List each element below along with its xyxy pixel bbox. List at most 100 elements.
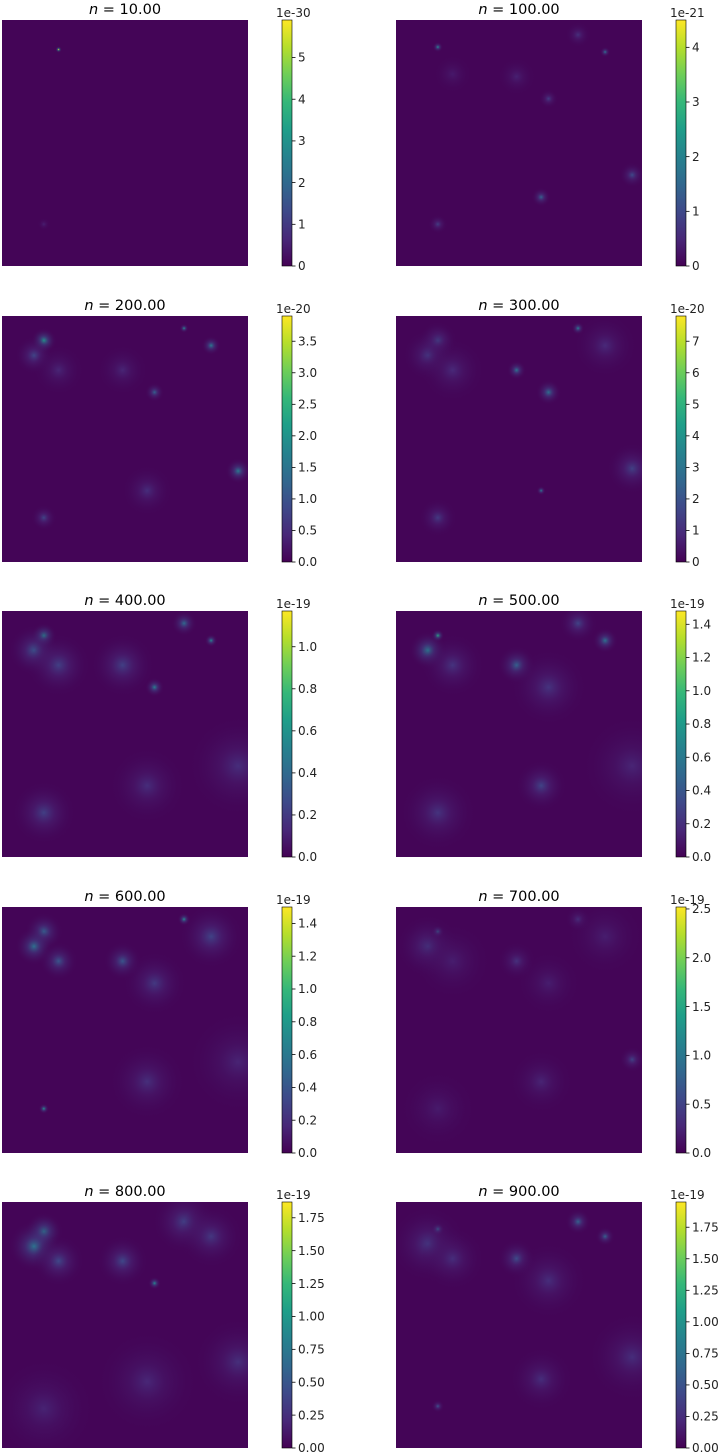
heatmap-spot [506, 360, 527, 380]
colorbar-tick-label: 1.2 [692, 651, 711, 665]
colorbar-tick-label: 0.0 [298, 850, 317, 864]
heatmap-spot [108, 747, 186, 825]
title-equals: = [98, 2, 119, 18]
colorbar-tick-label: 1 [692, 524, 700, 538]
colorbar-tick-label: 0.6 [298, 724, 317, 738]
heatmap-spot [193, 1317, 248, 1407]
colorbar-tick-label: 0.5 [298, 524, 317, 538]
heatmap-spot [39, 941, 78, 981]
heatmap-spot [96, 1235, 149, 1287]
heatmap-spots [402, 316, 642, 537]
colorbar-tick-label: 1.0 [692, 1049, 711, 1063]
heatmap-spot [592, 627, 618, 654]
subplot-title: n = 100.00 [478, 2, 559, 18]
title-variable: n [478, 1184, 487, 1200]
heatmap-spot [565, 21, 591, 48]
colorbar [675, 1201, 687, 1449]
heatmap-spot [418, 498, 458, 537]
title-value: 700.00 [509, 889, 560, 905]
subplot-title: n = 800.00 [84, 1184, 165, 1200]
colorbar-exponent: 1e-19 [670, 597, 705, 611]
colorbar-tick-label: 4 [692, 429, 700, 443]
subplot-5: n = 500.00 1e-19 0.0 0.2 0.4 0.6 0.8 1.0 1.2 1.4 [396, 593, 711, 864]
heatmap-spot [599, 46, 611, 58]
title-value: 100.00 [509, 2, 560, 18]
heatmap-spot [108, 1043, 186, 1121]
colorbar-exponent: 1e-19 [670, 893, 705, 907]
title-value: 200.00 [115, 298, 166, 314]
colorbar-tick-label: 0.25 [298, 1408, 325, 1422]
heatmap-background [2, 20, 248, 266]
heatmap-spots [8, 611, 248, 845]
heatmap-spots [37, 46, 62, 231]
colorbar-tick-label: 2 [298, 176, 306, 190]
heatmap-spot [26, 633, 91, 698]
colorbar-tick-label: 6 [692, 366, 700, 380]
colorbar-tick-label: 5 [692, 398, 700, 412]
heatmap-spot [510, 648, 587, 726]
colorbar [675, 315, 687, 563]
title-equals: = [94, 298, 115, 314]
colorbar [281, 610, 293, 858]
subplot-title: n = 200.00 [84, 298, 165, 314]
heatmap-spot [431, 1399, 445, 1413]
title-variable: n [84, 889, 93, 905]
colorbar [281, 315, 293, 563]
colorbar-exponent: 1e-20 [670, 302, 705, 316]
heatmap-spot [171, 611, 197, 637]
subplot-7: n = 700.00 1e-19 0.0 0.5 1.0 1.5 2.0 2.5 [396, 889, 711, 1160]
heatmap-spot [510, 1242, 587, 1320]
heatmap-spot [573, 316, 638, 378]
colorbar-tick-label: 1.0 [298, 982, 317, 996]
colorbar-tick-label: 1.75 [298, 1211, 325, 1225]
heatmap-spots [14, 907, 248, 1121]
colorbar-exponent: 1e-19 [276, 1188, 311, 1202]
colorbar-tick-label: 0.25 [692, 1410, 719, 1424]
heatmap-spot [179, 907, 244, 969]
heatmap-spot [37, 217, 51, 231]
subplot-2: n = 200.00 1e-20 0.0 0.5 1.0 1.5 2.0 2.5 3.0 3.5 [2, 298, 317, 569]
heatmap-spots [2, 1202, 248, 1448]
title-variable: n [478, 593, 487, 609]
subplot-title: n = 300.00 [478, 298, 559, 314]
heatmap-spot [144, 382, 165, 402]
subplot-title: n = 500.00 [478, 593, 559, 609]
colorbar-tick-label: 2.0 [298, 429, 317, 443]
heatmap-spot [414, 922, 491, 1000]
title-value: 600.00 [115, 889, 166, 905]
colorbar-tick-label: 1.50 [692, 1252, 719, 1266]
colorbar-exponent: 1e-21 [670, 6, 705, 20]
heatmap-spot [144, 677, 165, 697]
subplot-1: n = 100.00 1e-21 0 1 2 3 4 [396, 2, 705, 273]
heatmap-spot [187, 1010, 248, 1114]
title-variable: n [84, 1184, 93, 1200]
colorbar-tick-label: 3.0 [298, 366, 317, 380]
colorbar-exponent: 1e-19 [670, 1188, 705, 1202]
colorbar [675, 19, 687, 267]
heatmap-spot [428, 214, 448, 234]
heatmap-spots [14, 323, 248, 531]
colorbar-tick-label: 0.8 [692, 717, 711, 731]
colorbar-tick-label: 0.50 [298, 1375, 325, 1389]
colorbar-tick-label: 0.8 [298, 682, 317, 696]
heatmap-spot [2, 1357, 95, 1448]
heatmap-spot [179, 323, 189, 333]
colorbar-tick-label: 1.0 [298, 640, 317, 654]
colorbar-tick-label: 0.6 [298, 1048, 317, 1062]
heatmap-spot [536, 486, 546, 496]
heatmap-spot [566, 907, 642, 975]
title-equals: = [488, 2, 509, 18]
subplot-title: n = 600.00 [84, 889, 165, 905]
colorbar [281, 1201, 293, 1449]
colorbar-tick-label: 0.8 [298, 1015, 317, 1029]
colorbar-tick-label: 0.2 [298, 808, 317, 822]
heatmap-spot [558, 611, 598, 643]
colorbar-tick-label: 1 [298, 218, 306, 232]
colorbar-tick-label: 0.6 [692, 750, 711, 764]
colorbar [675, 610, 687, 858]
heatmap-spot [538, 89, 559, 109]
colorbar-tick-label: 4 [298, 92, 306, 106]
title-variable: n [478, 889, 487, 905]
colorbar-tick-label: 1.0 [298, 492, 317, 506]
heatmap-spot [90, 633, 155, 698]
